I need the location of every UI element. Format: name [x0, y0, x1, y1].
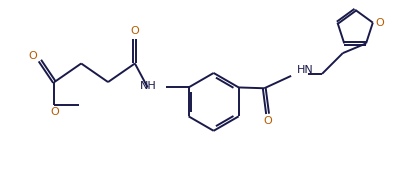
Text: O: O [28, 51, 37, 61]
Text: O: O [263, 116, 272, 126]
Text: O: O [375, 18, 384, 28]
Text: O: O [131, 26, 139, 36]
Text: HN: HN [297, 65, 314, 75]
Text: NH: NH [140, 81, 157, 91]
Text: O: O [50, 107, 59, 117]
